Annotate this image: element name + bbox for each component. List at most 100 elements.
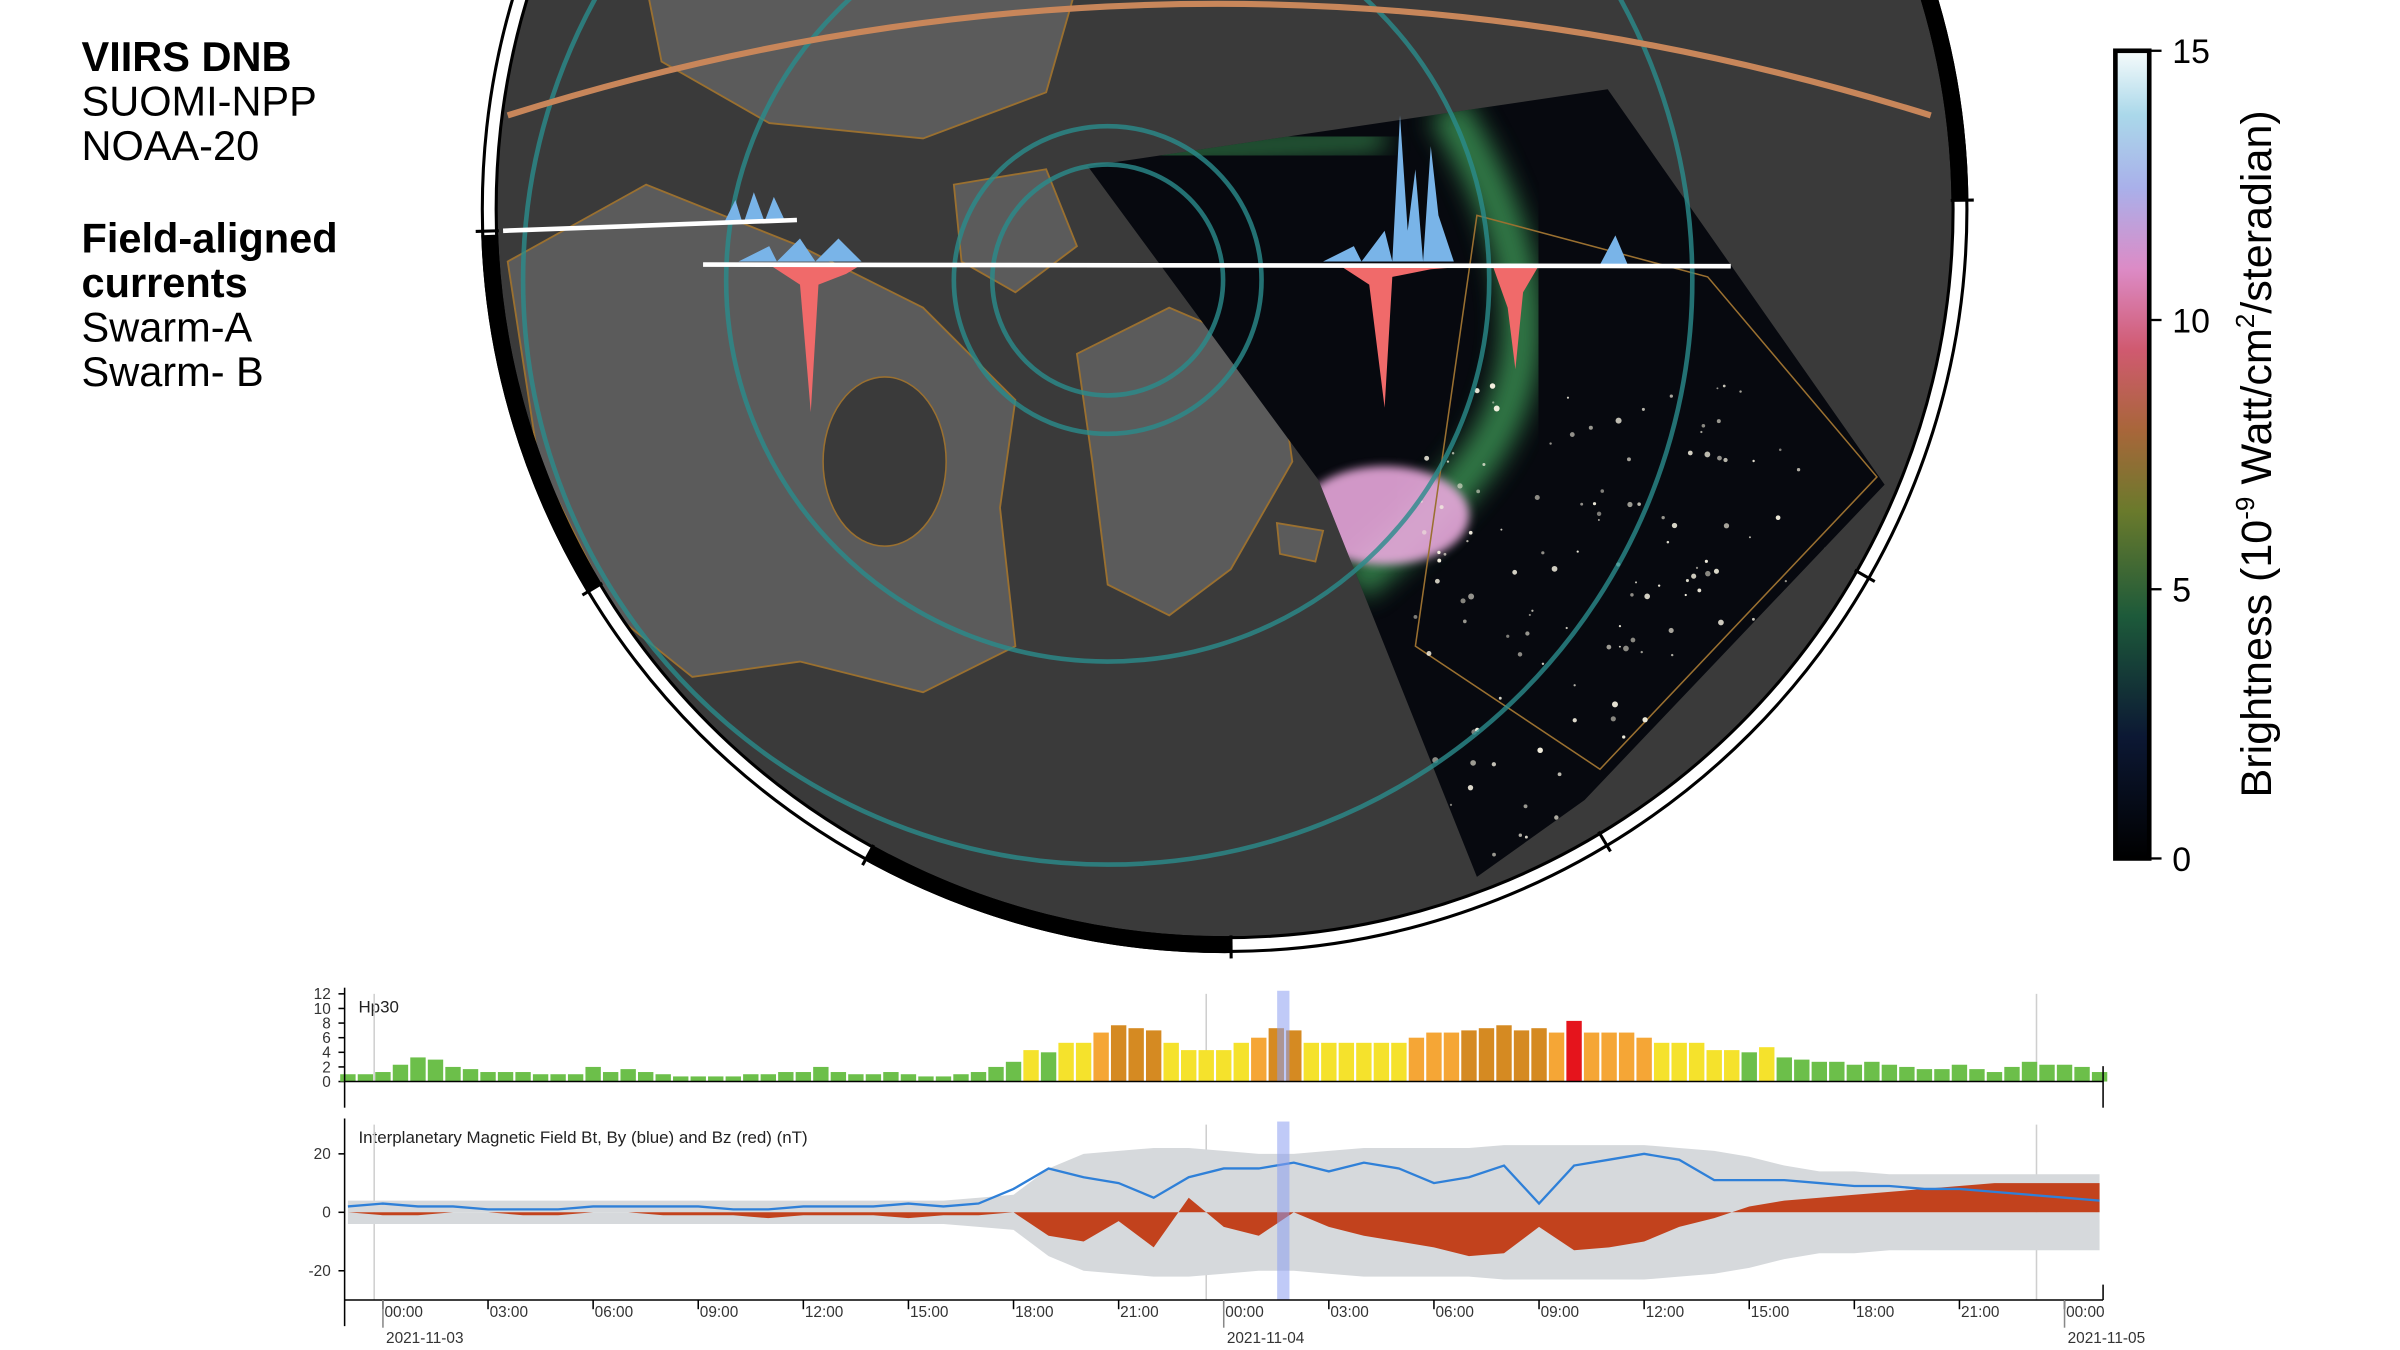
city-light: [1588, 425, 1593, 430]
city-light: [1470, 760, 1476, 766]
ring-tick: [1597, 830, 1612, 853]
ring-segment: [481, 234, 602, 593]
city-light: [1498, 696, 1502, 700]
city-light: [1551, 565, 1558, 572]
bar: [1040, 1052, 1057, 1082]
x-tick-label: 06:00: [595, 1304, 633, 1321]
time-highlight: [1277, 990, 1290, 1082]
city-light: [1572, 718, 1577, 723]
bt-envelope-upper: [347, 1145, 2100, 1213]
bar: [1163, 1042, 1179, 1082]
x-tick-label: 18:00: [1856, 1304, 1894, 1321]
x-tick-label: 21:00: [1961, 1304, 1999, 1321]
y-tick-label: 2: [322, 1059, 331, 1076]
bar: [1075, 1042, 1092, 1082]
polar-map: [475, 0, 1974, 959]
bar: [743, 1074, 759, 1082]
city-light: [1717, 455, 1722, 461]
city-light: [1801, 837, 1806, 842]
city-light: [1857, 673, 1861, 677]
bar: [550, 1074, 566, 1082]
city-light: [1691, 573, 1697, 579]
city-light: [1618, 645, 1621, 648]
date-label: 2021-11-03: [386, 1330, 464, 1347]
bar: [1636, 1037, 1652, 1082]
ring-tick: [861, 844, 876, 866]
label-sup: 2: [2230, 314, 2260, 329]
bz-area: [347, 1183, 2100, 1257]
bar: [1513, 1030, 1530, 1082]
city-light: [1857, 628, 1860, 631]
city-light: [1580, 502, 1584, 506]
latitude-circles: [520, 0, 1695, 867]
city-light: [1524, 835, 1528, 839]
bar: [813, 1066, 829, 1082]
bar: [1198, 1050, 1214, 1082]
city-light: [1541, 551, 1545, 555]
x-tick-label: 06:00: [1435, 1304, 1473, 1321]
city-light: [1491, 762, 1497, 767]
bar: [1794, 1059, 1810, 1082]
bar: [1881, 1064, 1898, 1082]
city-light: [1630, 593, 1634, 597]
city-light: [1439, 505, 1444, 510]
bar: [1128, 1028, 1144, 1082]
city-light: [1600, 489, 1605, 493]
city-light: [1424, 455, 1430, 461]
bay: [822, 376, 947, 547]
city-light: [1622, 735, 1626, 739]
city-light: [1624, 842, 1630, 849]
y-tick-label: 20: [314, 1146, 331, 1163]
city-light: [1489, 383, 1496, 389]
ring-tick: [475, 229, 499, 233]
bar: [1969, 1069, 1985, 1082]
city-light: [1596, 511, 1602, 516]
colorbar-tick-label: 15: [2172, 33, 2210, 71]
city-light: [1451, 451, 1455, 455]
city-light: [1804, 740, 1810, 745]
colorbar-tick-label: 10: [2172, 302, 2210, 340]
city-light: [1718, 797, 1722, 801]
bar: [1321, 1042, 1337, 1082]
bar: [1408, 1037, 1425, 1082]
bar: [1110, 1025, 1127, 1082]
bar: [1443, 1032, 1460, 1082]
bar: [1671, 1042, 1687, 1082]
bar: [1811, 1061, 1827, 1082]
ring-segment: [1920, 0, 1969, 201]
city-light: [1657, 584, 1661, 587]
legend-title: currents: [82, 259, 248, 306]
bar: [1373, 1042, 1390, 1082]
bar: [1899, 1066, 1915, 1082]
city-light: [1642, 717, 1648, 723]
label-part: /steradian): [2233, 110, 2281, 313]
city-light: [1610, 716, 1616, 722]
label-part: Brightness (10: [2233, 520, 2281, 798]
panel-title: Hp30: [358, 997, 398, 1016]
bar: [1286, 1030, 1302, 1082]
city-light: [1722, 384, 1726, 388]
city-light: [1482, 462, 1486, 466]
city-light: [1668, 627, 1674, 634]
bar: [1548, 1032, 1565, 1082]
y-tick-label: 0: [322, 1205, 331, 1222]
city-light: [1687, 450, 1693, 456]
bar: [1583, 1032, 1600, 1082]
legend: VIIRS DNB SUOMI-NPP NOAA-20 Field-aligne…: [82, 33, 338, 395]
city-light: [1717, 800, 1721, 803]
city-light: [1671, 522, 1678, 529]
city-light: [1615, 417, 1622, 424]
city-light: [1534, 494, 1540, 501]
city-light: [1739, 390, 1742, 393]
y-tick-label: 4: [322, 1045, 331, 1062]
bar: [357, 1074, 374, 1082]
city-light: [1637, 502, 1641, 506]
bar: [2074, 1066, 2090, 1082]
bar: [1601, 1032, 1617, 1082]
city-light: [1512, 569, 1518, 575]
bar: [673, 1076, 689, 1082]
city-light: [1723, 457, 1728, 463]
city-light: [1695, 566, 1699, 569]
orbit-arc: [506, 0, 1932, 119]
by-line: [347, 1152, 2100, 1211]
